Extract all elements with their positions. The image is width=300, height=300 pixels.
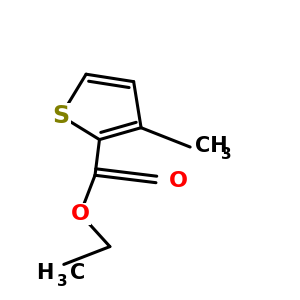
Text: 3: 3 <box>57 274 68 289</box>
Text: 3: 3 <box>221 147 232 162</box>
Text: S: S <box>52 104 69 128</box>
Text: C: C <box>70 263 85 283</box>
Text: H: H <box>36 263 53 283</box>
Text: CH: CH <box>195 136 227 155</box>
Text: O: O <box>169 171 188 191</box>
Text: O: O <box>71 204 90 224</box>
